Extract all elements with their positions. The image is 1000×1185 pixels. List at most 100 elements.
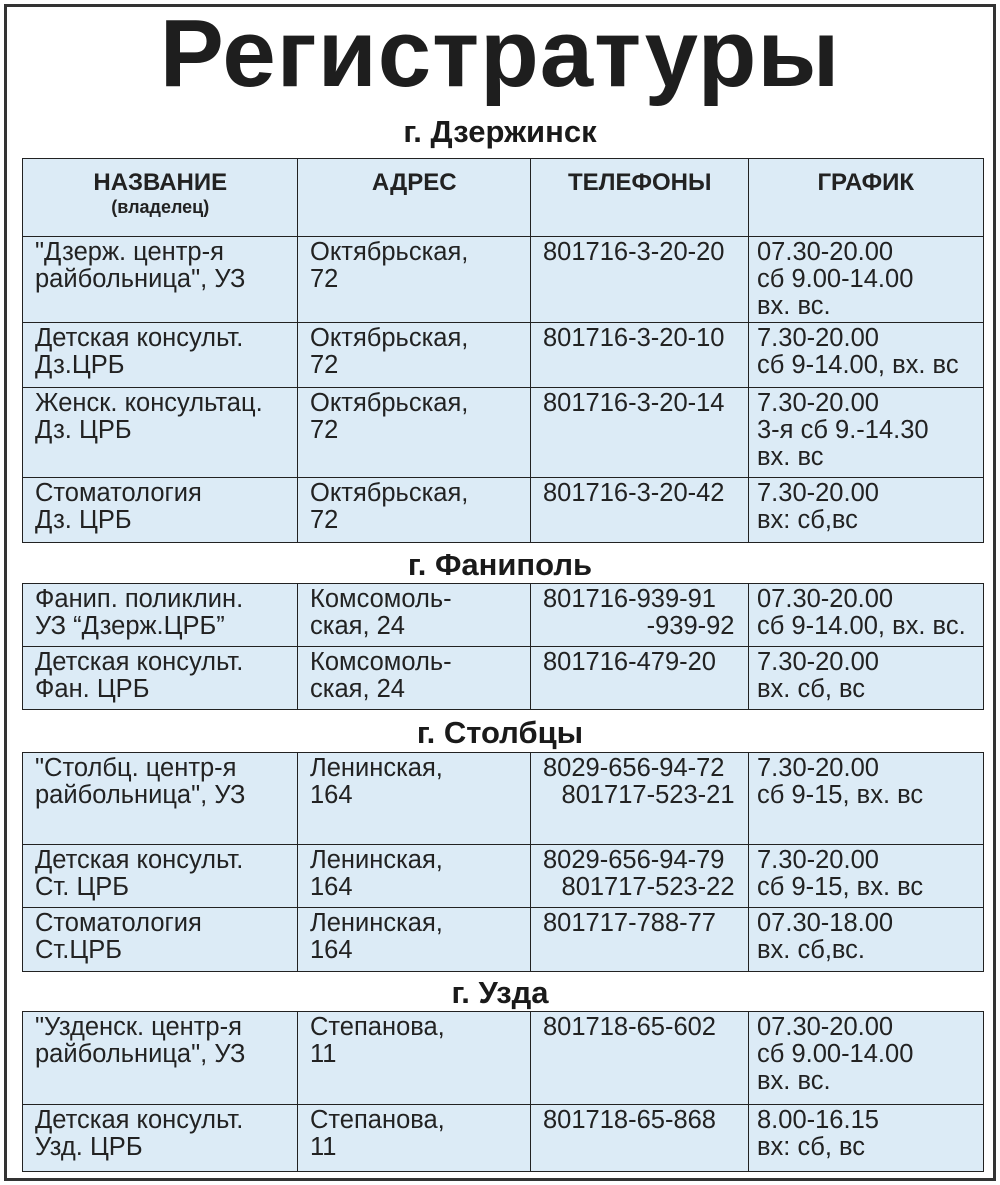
cell-text: Фан. ЦРБ [35, 675, 150, 703]
table-cell: Октябрьская, 72 [297, 236, 532, 324]
cell-text: Ст. ЦРБ [35, 873, 130, 901]
table-cell: "Дзерж. центр-я райбольница", УЗ [22, 236, 299, 324]
cell-text: вх. сб,вс. [757, 936, 866, 964]
cell-text: вх. сб, вс [757, 675, 866, 703]
table-cell: Детская консульт. Фан. ЦРБ [22, 646, 299, 710]
cell-text: 7.30-20.00 [757, 479, 879, 507]
cell-text: райбольница", УЗ [35, 781, 246, 809]
table-cell: Фанип. поликлин. УЗ “Дзерж.ЦРБ” [22, 583, 299, 648]
table-cell: 801716-939-91 -939-92 [530, 583, 750, 648]
cell-text: 07.30-18.00 [757, 909, 894, 937]
table-cell: Комсомоль-ская, 24 [297, 583, 532, 648]
table-cell: Октябрьская, 72 [297, 322, 532, 389]
table-cell: 07.30-18.00 вх. сб,вс. [748, 907, 984, 972]
table-cell: 801716-479-20 [530, 646, 750, 710]
cell-text: 7.30-20.00 [757, 846, 879, 874]
cell-text: 801716-3-20-42 [543, 479, 725, 507]
cell-text: Детская консульт. [35, 324, 244, 352]
cell-text: 07.30-20.00 [757, 238, 894, 266]
cell-text: 8.00-16.15 [757, 1106, 879, 1134]
cell-text: Степанова, [310, 1106, 445, 1134]
cell-text: 8029-656-94-79 [543, 846, 725, 874]
cell-text: УЗ “Дзерж.ЦРБ” [35, 612, 225, 640]
cell-text: Ленинская, [310, 754, 443, 782]
table-cell: 801716-3-20-42 [530, 477, 750, 543]
cell-text: Ленинская, [310, 909, 443, 937]
table-cell: 801718-65-602 [530, 1011, 750, 1106]
cell-text: 07.30-20.00 [757, 585, 894, 613]
cell-text: вх. вс. [757, 292, 831, 320]
cell-text: Октябрьская, [310, 324, 469, 352]
header-cell: ТЕЛЕФОНЫ [530, 158, 750, 238]
table-cell: 7.30-20.00 сб 9-15, вх. вс [748, 844, 984, 909]
city-heading: г. Узда [451, 975, 549, 1010]
cell-text: вх: сб, вс [757, 1133, 866, 1161]
cell-text: 7.30-20.00 [757, 389, 879, 417]
table-cell: Детская консульт. Узд. ЦРБ [22, 1104, 299, 1172]
cell-text: сб 9-15, вх. вс [757, 873, 924, 901]
table-cell: 7.30-20.00 3-я сб 9.-14.30 вх. вс [748, 387, 984, 479]
cell-text: 07.30-20.00 [757, 1013, 894, 1041]
frame [4, 4, 996, 1181]
table-cell: 8.00-16.15 вх: сб, вс [748, 1104, 984, 1172]
table-cell: 801717-788-77 [530, 907, 750, 972]
cell-text: "Дзерж. центр-я [35, 238, 224, 266]
table-cell: Ленинская, 164 [297, 844, 532, 909]
cell-text: 164 [310, 873, 353, 901]
cell-text: Ст.ЦРБ [35, 936, 122, 964]
cell-text: Комсомоль- [310, 585, 452, 613]
cell-text: 801718-65-602 [543, 1013, 716, 1041]
cell-text: Детская консульт. [35, 846, 244, 874]
table-cell: Детская консульт. Ст. ЦРБ [22, 844, 299, 909]
table-cell: "Узденск. центр-я райбольница", УЗ [22, 1011, 299, 1106]
cell-text: вх. вс [757, 443, 824, 471]
city-heading: г. Фаниполь [407, 547, 593, 582]
cell-text: сб 9.00-14.00 [757, 265, 914, 293]
table-cell: Стоматология Дз. ЦРБ [22, 477, 299, 543]
cell-text: Детская консульт. [35, 648, 244, 676]
table-cell: Степанова, 11 [297, 1104, 532, 1172]
table-cell: Ленинская, 164 [297, 752, 532, 846]
cell-text: 801717-523-21 [561, 781, 735, 809]
cell-text: сб 9.00-14.00 [757, 1040, 914, 1068]
table-cell: 7.30-20.00 вх. сб, вс [748, 646, 984, 710]
header-text: ГРАФИК [817, 169, 915, 196]
cell-text: 801717-788-77 [543, 909, 716, 937]
table-cell: Женск. консультац. Дз. ЦРБ [22, 387, 299, 479]
cell-text: Фанип. поликлин. [35, 585, 244, 613]
cell-text: 3-я сб 9.-14.30 [757, 416, 929, 444]
cell-text: райбольница", УЗ [35, 1040, 246, 1068]
city-heading: г. Дзержинск [403, 114, 597, 149]
cell-text: "Узденск. центр-я [35, 1013, 242, 1041]
cell-text: сб 9-14.00, вх. вс. [757, 612, 966, 640]
cell-text: вх: сб,вс [757, 506, 858, 534]
cell-text: 11 [310, 1133, 337, 1161]
cell-text: вх. вс. [757, 1067, 831, 1095]
cell-text: 72 [310, 506, 339, 534]
cell-text: 72 [310, 351, 339, 379]
cell-text: 801716-3-20-14 [543, 389, 725, 417]
cell-text: Женск. консультац. [35, 389, 263, 417]
table-cell: "Столбц. центр-я райбольница", УЗ [22, 752, 299, 846]
cell-text: 801718-65-868 [543, 1106, 716, 1134]
header-cell: ГРАФИК [748, 158, 984, 238]
table-cell: 07.30-20.00 сб 9.00-14.00 вх. вс. [748, 236, 984, 324]
table-cell: 801718-65-868 [530, 1104, 750, 1172]
cell-text: -939-92 [646, 612, 735, 640]
cell-text: Октябрьская, [310, 479, 469, 507]
cell-text: 7.30-20.00 [757, 754, 879, 782]
table-cell: Степанова, 11 [297, 1011, 532, 1106]
cell-text: 11 [310, 1040, 337, 1068]
table-cell: 7.30-20.00 сб 9-14.00, вх. вс [748, 322, 984, 389]
cell-text: "Столбц. центр-я [35, 754, 237, 782]
table-cell: 7.30-20.00 вх: сб,вс [748, 477, 984, 543]
table-cell: Ленинская, 164 [297, 907, 532, 972]
cell-text: райбольница", УЗ [35, 265, 246, 293]
title: Регистратуры [159, 0, 841, 107]
cell-text: 801717-523-22 [561, 873, 735, 901]
table-cell: Комсомоль-ская, 24 [297, 646, 532, 710]
cell-text: 72 [310, 416, 339, 444]
cell-text: 8029-656-94-72 [543, 754, 725, 782]
cell-text: 164 [310, 936, 353, 964]
table-cell: 801716-3-20-10 [530, 322, 750, 389]
